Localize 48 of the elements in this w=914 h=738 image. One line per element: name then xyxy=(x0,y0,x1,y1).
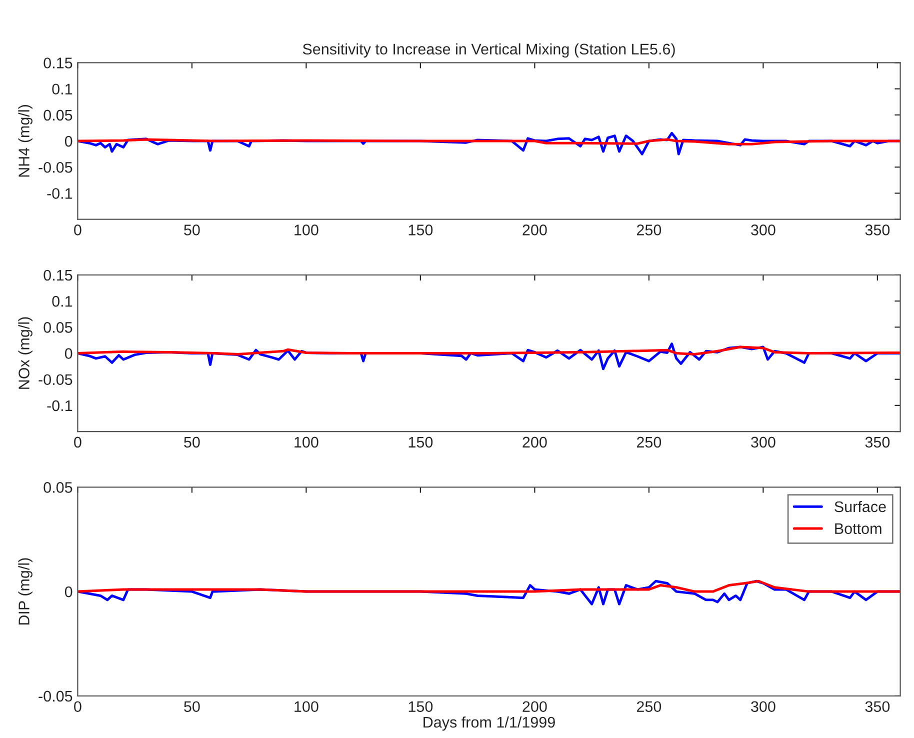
y-tick-label: 0.1 xyxy=(52,84,72,95)
x-tick-label: 0 xyxy=(74,701,82,712)
x-tick-label: 200 xyxy=(522,436,547,448)
y-tick-label: 0.05 xyxy=(44,322,72,333)
y-axis-title: DIP (mg/l) xyxy=(18,558,32,625)
y-tick-label: 0.05 xyxy=(44,482,72,493)
x-tick-label: 200 xyxy=(522,701,547,712)
x-tick-label: 350 xyxy=(865,224,890,236)
x-tick-label: 250 xyxy=(636,701,662,712)
x-tick-label: 150 xyxy=(408,436,433,448)
x-tick-label: 150 xyxy=(408,224,433,236)
x-tick-label: 300 xyxy=(751,224,776,236)
x-tick-label: 150 xyxy=(408,701,433,712)
y-tick-label: 0 xyxy=(64,586,72,598)
x-tick-label: 250 xyxy=(636,224,662,236)
x-tick-label: 50 xyxy=(184,436,200,448)
x-tick-label: 100 xyxy=(294,701,318,712)
x-tick-label: 0 xyxy=(74,224,82,236)
x-tick-label: 350 xyxy=(865,436,890,448)
y-tick-label: 0.1 xyxy=(52,296,72,307)
x-tick-label: 50 xyxy=(184,224,200,236)
y-tick-label: -0.05 xyxy=(38,162,72,173)
y-axis-title: NH4 (mg/l) xyxy=(18,105,32,177)
x-tick-label: 50 xyxy=(184,701,200,712)
y-tick-label: 0 xyxy=(64,348,72,359)
y-tick-label: -0.05 xyxy=(38,690,72,702)
x-tick-label: 250 xyxy=(636,436,662,448)
legend-label: Bottom xyxy=(835,523,882,534)
y-tick-label: 0.15 xyxy=(44,270,72,281)
y-tick-label: 0 xyxy=(64,136,72,147)
x-tick-label: 0 xyxy=(74,436,82,448)
y-tick-label: 0.05 xyxy=(44,110,72,121)
y-tick-label: -0.1 xyxy=(47,188,72,199)
chart-title: Sensitivity to Increase in Vertical Mixing (Station LE5.6) xyxy=(302,43,675,58)
y-tick-label: -0.05 xyxy=(38,374,72,386)
x-axis-title: Days from 1/1/1999 xyxy=(424,716,555,731)
x-tick-label: 300 xyxy=(751,436,776,448)
legend-label: Surface xyxy=(834,500,886,512)
y-axis-title: NOx (mg/l) xyxy=(18,317,32,389)
x-tick-label: 100 xyxy=(294,224,318,236)
line-series xyxy=(78,346,900,356)
x-tick-label: 300 xyxy=(751,701,776,712)
y-tick-label: 0.15 xyxy=(44,58,72,68)
x-tick-label: 200 xyxy=(522,224,547,236)
y-tick-label: -0.1 xyxy=(47,400,72,412)
x-tick-label: 350 xyxy=(865,701,890,712)
x-tick-label: 100 xyxy=(294,436,318,448)
line-series xyxy=(78,580,900,593)
